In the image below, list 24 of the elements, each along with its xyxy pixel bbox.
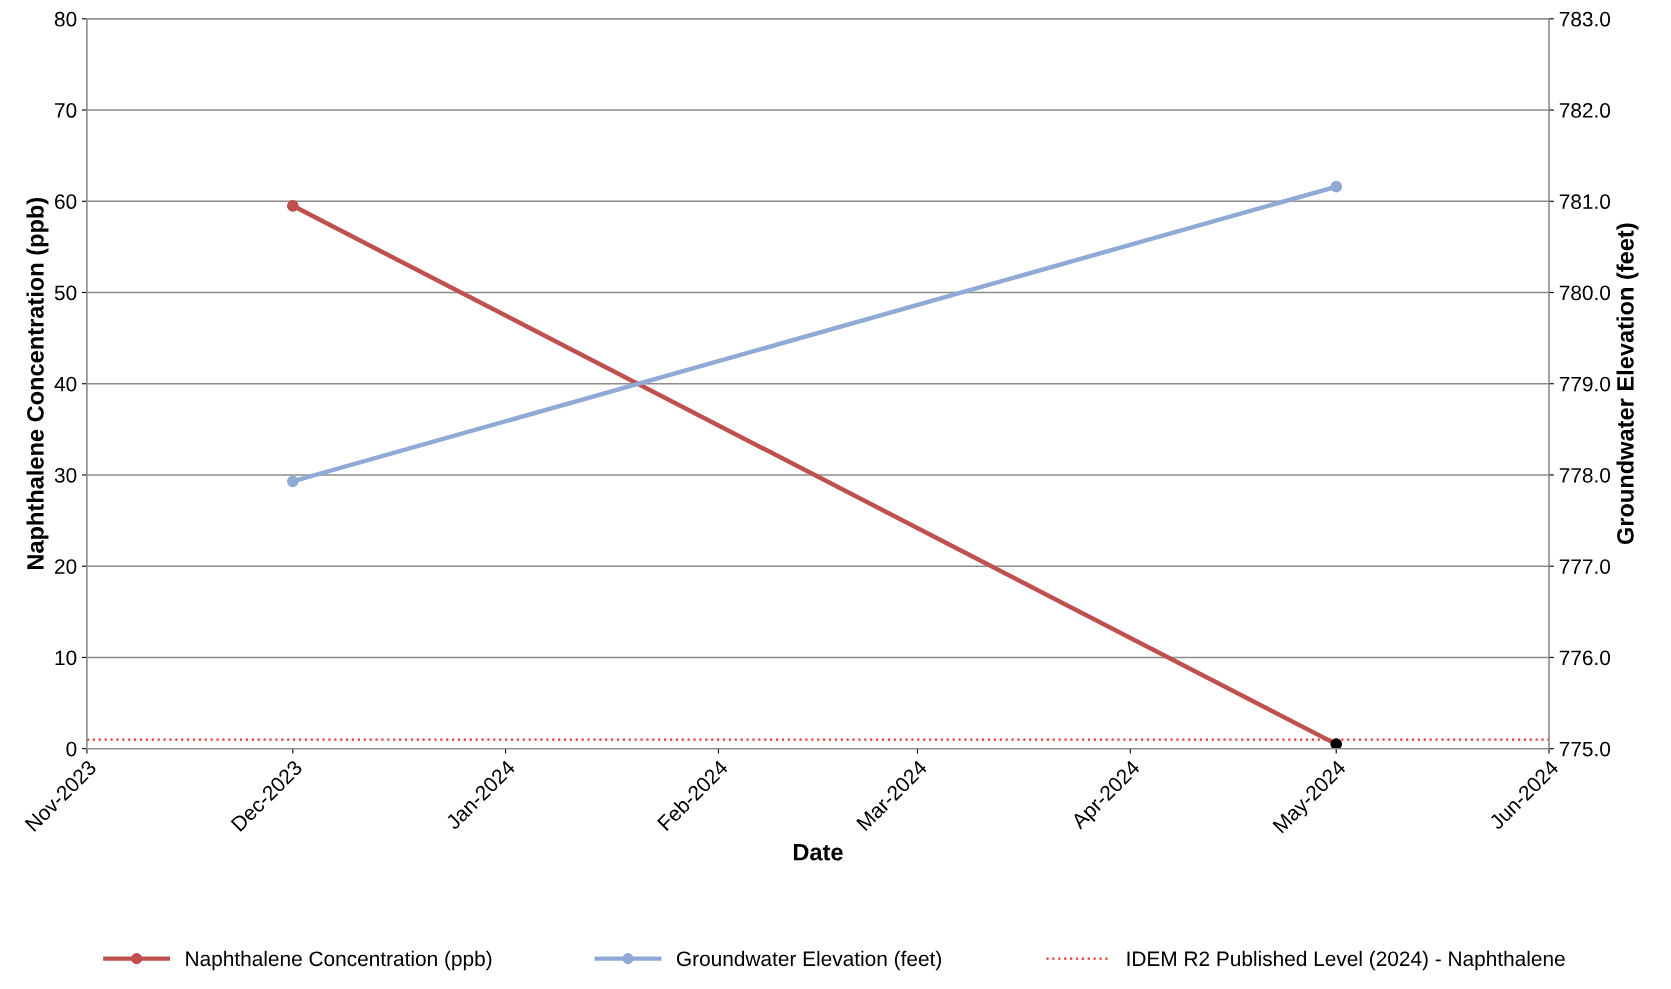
y-tick-label: 40	[54, 376, 77, 392]
y-tick-label: 10	[55, 650, 77, 666]
y-tick-label: 50	[54, 285, 77, 301]
y2-tick-label: 780.0	[1559, 285, 1611, 301]
y-tick-label: 0	[66, 741, 77, 757]
legend-label: IDEM R2 Published Level (2024) - Naphthalene	[1127, 950, 1565, 971]
y-tick-label: 80	[54, 11, 77, 27]
y2-tick-label: 777.0	[1559, 559, 1611, 574]
y2-tick-label: 779.0	[1559, 376, 1611, 392]
legend-label: Groundwater Elevation (feet)	[676, 950, 941, 971]
y2-tick-label: 783.0	[1559, 11, 1611, 27]
y2-tick-label: 781.0	[1559, 194, 1611, 210]
y-tick-label: 60	[55, 194, 77, 210]
y-tick-label: 30	[54, 467, 77, 483]
y2-axis-title: Groundwater Elevation (feet)	[1616, 223, 1639, 545]
y2-tick-label: 775.0	[1559, 741, 1611, 757]
y2-tick-label: 782.0	[1559, 103, 1611, 118]
y-axis-title: Naphthalene Concentration (ppb)	[26, 197, 49, 570]
y2-tick-label: 776.0	[1559, 650, 1611, 666]
y2-tick-label: 778.0	[1559, 467, 1611, 483]
legend-label: Naphthalene Concentration (ppb)	[186, 950, 492, 971]
y-tick-label: 70	[55, 103, 77, 118]
y-tick-label: 20	[55, 559, 77, 574]
x-axis-title: Date	[793, 844, 843, 861]
